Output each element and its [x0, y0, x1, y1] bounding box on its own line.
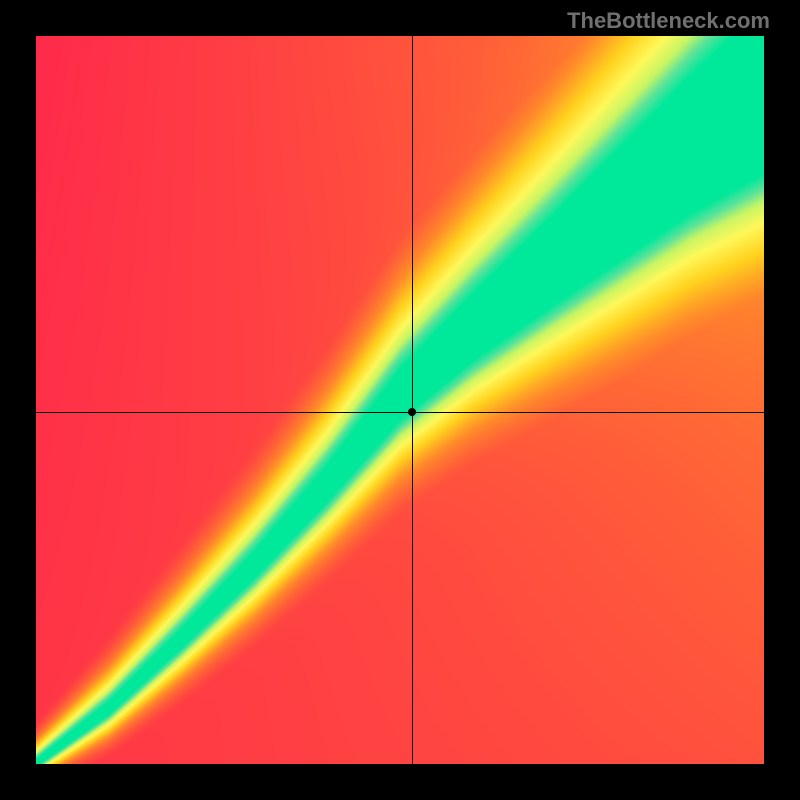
crosshair-dot — [408, 408, 416, 416]
crosshair-horizontal — [36, 412, 764, 413]
crosshair-vertical — [412, 36, 413, 764]
heatmap-plot — [36, 36, 764, 764]
watermark-text: TheBottleneck.com — [567, 8, 770, 34]
heatmap-canvas — [36, 36, 764, 764]
